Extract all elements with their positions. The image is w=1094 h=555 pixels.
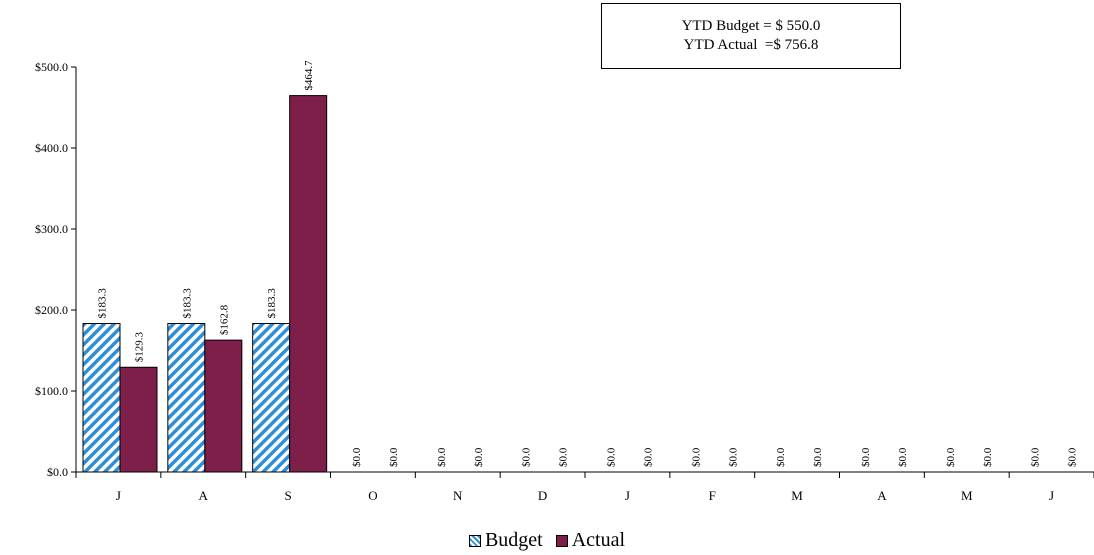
x-tick-label: A <box>199 488 209 503</box>
x-tick-label: J <box>625 488 630 503</box>
x-tick-label: O <box>368 488 377 503</box>
bar-chart: $0.0 $100.0 $200.0 $300.0 $400.0 $500.0 J A S O N D… <box>35 60 1094 503</box>
budget-data-label: $0.0 <box>436 447 448 467</box>
budget-bar <box>252 323 291 473</box>
chart-legend: Budget Actual <box>0 529 1094 553</box>
actual-data-label: $464.7 <box>303 60 315 91</box>
budget-data-label: $183.3 <box>181 288 193 319</box>
x-tick-label: M <box>961 488 973 503</box>
legend-label-actual: Actual <box>571 529 626 551</box>
actual-bar <box>204 339 243 473</box>
actual-swatch-icon <box>555 534 568 547</box>
actual-bar <box>119 366 158 473</box>
legend-item-actual: Actual <box>555 529 626 552</box>
y-tick-label: $400.0 <box>35 141 68 155</box>
actual-data-label: $0.0 <box>1067 447 1079 467</box>
budget-data-label: $0.0 <box>860 447 872 467</box>
ytd-budget-text: YTD Budget = $ 550.0 <box>681 18 821 34</box>
y-tick-label: $100.0 <box>35 384 68 398</box>
y-tick-label: $500.0 <box>35 60 68 74</box>
y-tick-label: $0.0 <box>47 465 68 479</box>
budget-data-label: $0.0 <box>606 447 618 467</box>
budget-data-label: $0.0 <box>690 447 702 467</box>
x-tick-label: J <box>116 488 121 503</box>
x-tick-label: F <box>709 488 716 503</box>
x-tick-label: M <box>791 488 803 503</box>
budget-data-label: $0.0 <box>351 447 363 467</box>
budget-data-label: $0.0 <box>1030 447 1042 467</box>
budget-data-label: $183.3 <box>266 288 278 319</box>
budget-data-label: $0.0 <box>521 447 533 467</box>
actual-data-label: $0.0 <box>897 447 909 467</box>
budget-bar <box>167 323 206 473</box>
actual-data-label: $162.8 <box>218 304 230 335</box>
actual-data-label: $129.3 <box>134 332 146 363</box>
actual-data-label: $0.0 <box>643 447 655 467</box>
actual-bar <box>289 95 328 473</box>
x-tick-label: N <box>453 488 463 503</box>
legend-item-budget: Budget <box>468 529 543 552</box>
ytd-actual-text: YTD Actual =$ 756.8 <box>683 37 819 53</box>
actual-data-label: $0.0 <box>473 447 485 467</box>
budget-swatch-icon <box>468 534 481 547</box>
x-tick-label: J <box>1049 488 1054 503</box>
actual-data-label: $0.0 <box>558 447 570 467</box>
x-tick-label: A <box>877 488 887 503</box>
x-tick-label: S <box>284 488 291 503</box>
budget-data-label: $0.0 <box>775 447 787 467</box>
budget-data-label: $0.0 <box>945 447 957 467</box>
actual-data-label: $0.0 <box>388 447 400 467</box>
y-tick-label: $300.0 <box>35 222 68 236</box>
actual-data-label: $0.0 <box>812 447 824 467</box>
budget-bar <box>82 323 121 473</box>
legend-label-budget: Budget <box>484 529 543 551</box>
ytd-summary-box: YTD Budget = $ 550.0 YTD Actual =$ 756.8 <box>601 3 901 69</box>
budget-data-label: $183.3 <box>97 288 109 319</box>
y-tick-label: $200.0 <box>35 303 68 317</box>
actual-data-label: $0.0 <box>727 447 739 467</box>
actual-data-label: $0.0 <box>982 447 994 467</box>
x-tick-label: D <box>538 488 547 503</box>
